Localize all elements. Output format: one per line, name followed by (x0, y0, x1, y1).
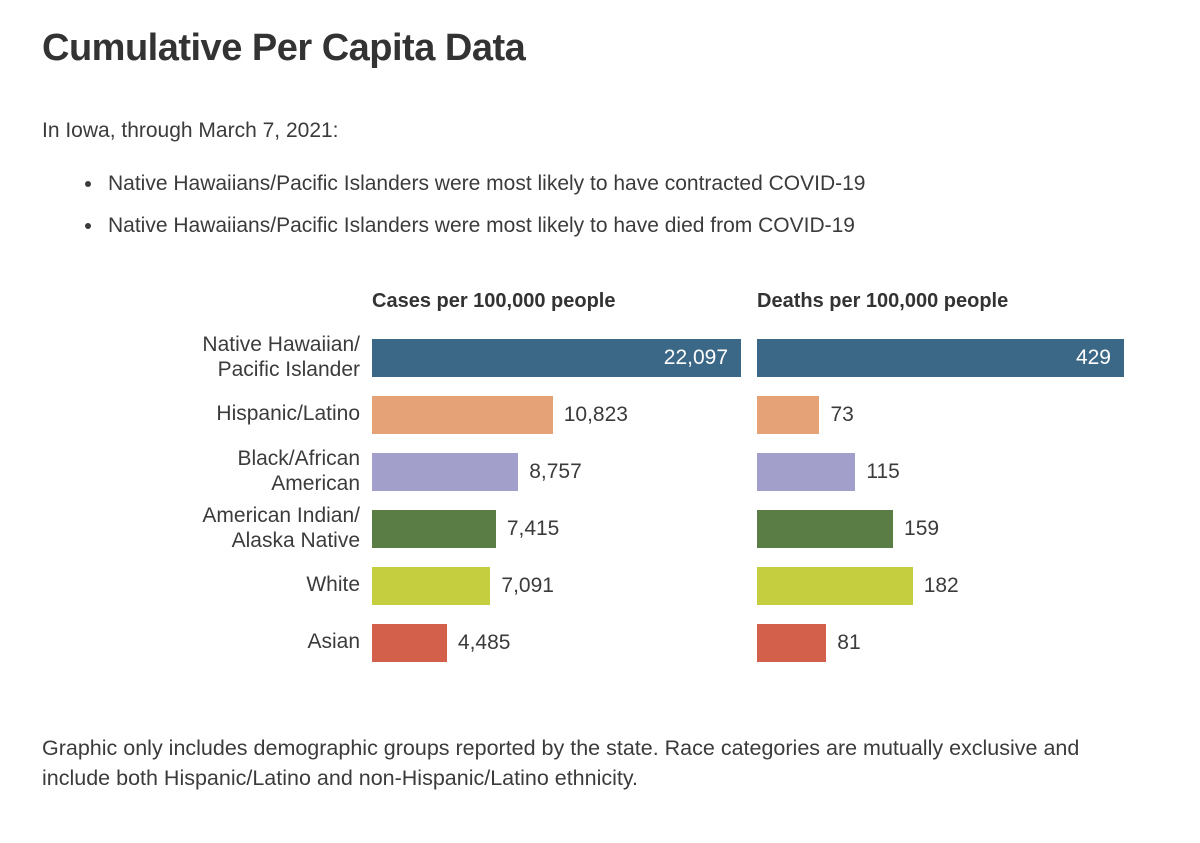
deaths-bar-cell: 81 (757, 623, 1124, 662)
cases-bar-cell: 22,097 (372, 338, 741, 377)
chart-row: American Indian/ Alaska Native 7,415 159 (42, 504, 1158, 552)
chart-row: Black/African American 8,757 115 (42, 447, 1158, 495)
deaths-bar-value-label: 159 (904, 516, 940, 540)
deaths-bar-value-label: 429 (1075, 345, 1111, 369)
cases-bar (372, 509, 496, 548)
deaths-bar-value-label: 73 (830, 402, 854, 426)
bullet-item-died: Native Hawaiians/Pacific Islanders were … (104, 211, 1158, 240)
bullet-item-contracted: Native Hawaiians/Pacific Islanders were … (104, 169, 1158, 198)
deaths-bar-cell: 159 (757, 509, 1124, 548)
cumulative-per-capita-page: Cumulative Per Capita Data In Iowa, thro… (0, 0, 1200, 794)
cases-bar-value-label: 10,823 (563, 402, 628, 426)
cases-bar-value-label: 8,757 (529, 459, 582, 483)
chart-rows: Native Hawaiian/ Pacific Islander 22,097 4… (42, 333, 1158, 662)
subtitle: In Iowa, through March 7, 2021: (42, 118, 339, 142)
cases-bar-value-label: 22,097 (663, 345, 728, 369)
chart-row: Hispanic/Latino 10,823 73 (42, 395, 1158, 434)
cases-bar-value-label: 7,415 (506, 516, 560, 540)
deaths-bar-cell: 182 (757, 566, 1124, 605)
bullet-list: Native Hawaiians/Pacific Islanders were … (42, 169, 1158, 241)
page-title: Cumulative Per Capita Data (42, 27, 526, 69)
chart-row: Asian 4,485 81 (42, 623, 1158, 662)
cases-bar: 22,097 (372, 338, 741, 377)
cases-bar (372, 395, 553, 434)
cases-bar-cell: 7,415 (372, 509, 741, 548)
deaths-column-header: Deaths per 100,000 people (757, 289, 1009, 312)
cases-bar-cell: 8,757 (372, 452, 741, 491)
deaths-bar-cell: 73 (757, 395, 1124, 434)
category-label: Hispanic/Latino (216, 402, 360, 426)
footnote: Graphic only includes demographic groups… (42, 735, 1080, 791)
chart-row: White 7,091 182 (42, 566, 1158, 605)
category-label: White (306, 573, 360, 597)
cases-column-header: Cases per 100,000 people (372, 289, 616, 312)
category-label: Black/African American (237, 447, 360, 495)
label-column-spacer (42, 290, 372, 313)
cases-bar (372, 623, 447, 662)
deaths-bar (757, 509, 894, 548)
category-label: Native Hawaiian/ Pacific Islander (202, 333, 360, 381)
cases-bar-value-label: 4,485 (457, 630, 511, 654)
cases-bar (372, 566, 491, 605)
cases-bar-cell: 7,091 (372, 566, 741, 605)
deaths-bar (757, 623, 827, 662)
cases-bar-value-label: 7,091 (501, 573, 554, 597)
per-capita-bar-chart: Cases per 100,000 people Deaths per 100,… (42, 290, 1158, 662)
cases-bar-cell: 10,823 (372, 395, 741, 434)
deaths-bar (757, 395, 820, 434)
deaths-bar-value-label: 81 (837, 630, 861, 654)
deaths-bar: 429 (757, 338, 1124, 377)
deaths-bar (757, 566, 913, 605)
deaths-bar-value-label: 115 (866, 459, 900, 483)
chart-header-row: Cases per 100,000 people Deaths per 100,… (42, 290, 1158, 313)
deaths-bar-cell: 429 (757, 338, 1124, 377)
cases-bar-cell: 4,485 (372, 623, 741, 662)
chart-row: Native Hawaiian/ Pacific Islander 22,097 4… (42, 333, 1158, 381)
deaths-bar (757, 452, 856, 491)
cases-bar (372, 452, 519, 491)
category-label: American Indian/ Alaska Native (202, 504, 360, 552)
category-label: Asian (307, 630, 360, 654)
deaths-bar-cell: 115 (757, 452, 1124, 491)
deaths-bar-value-label: 182 (923, 573, 959, 597)
